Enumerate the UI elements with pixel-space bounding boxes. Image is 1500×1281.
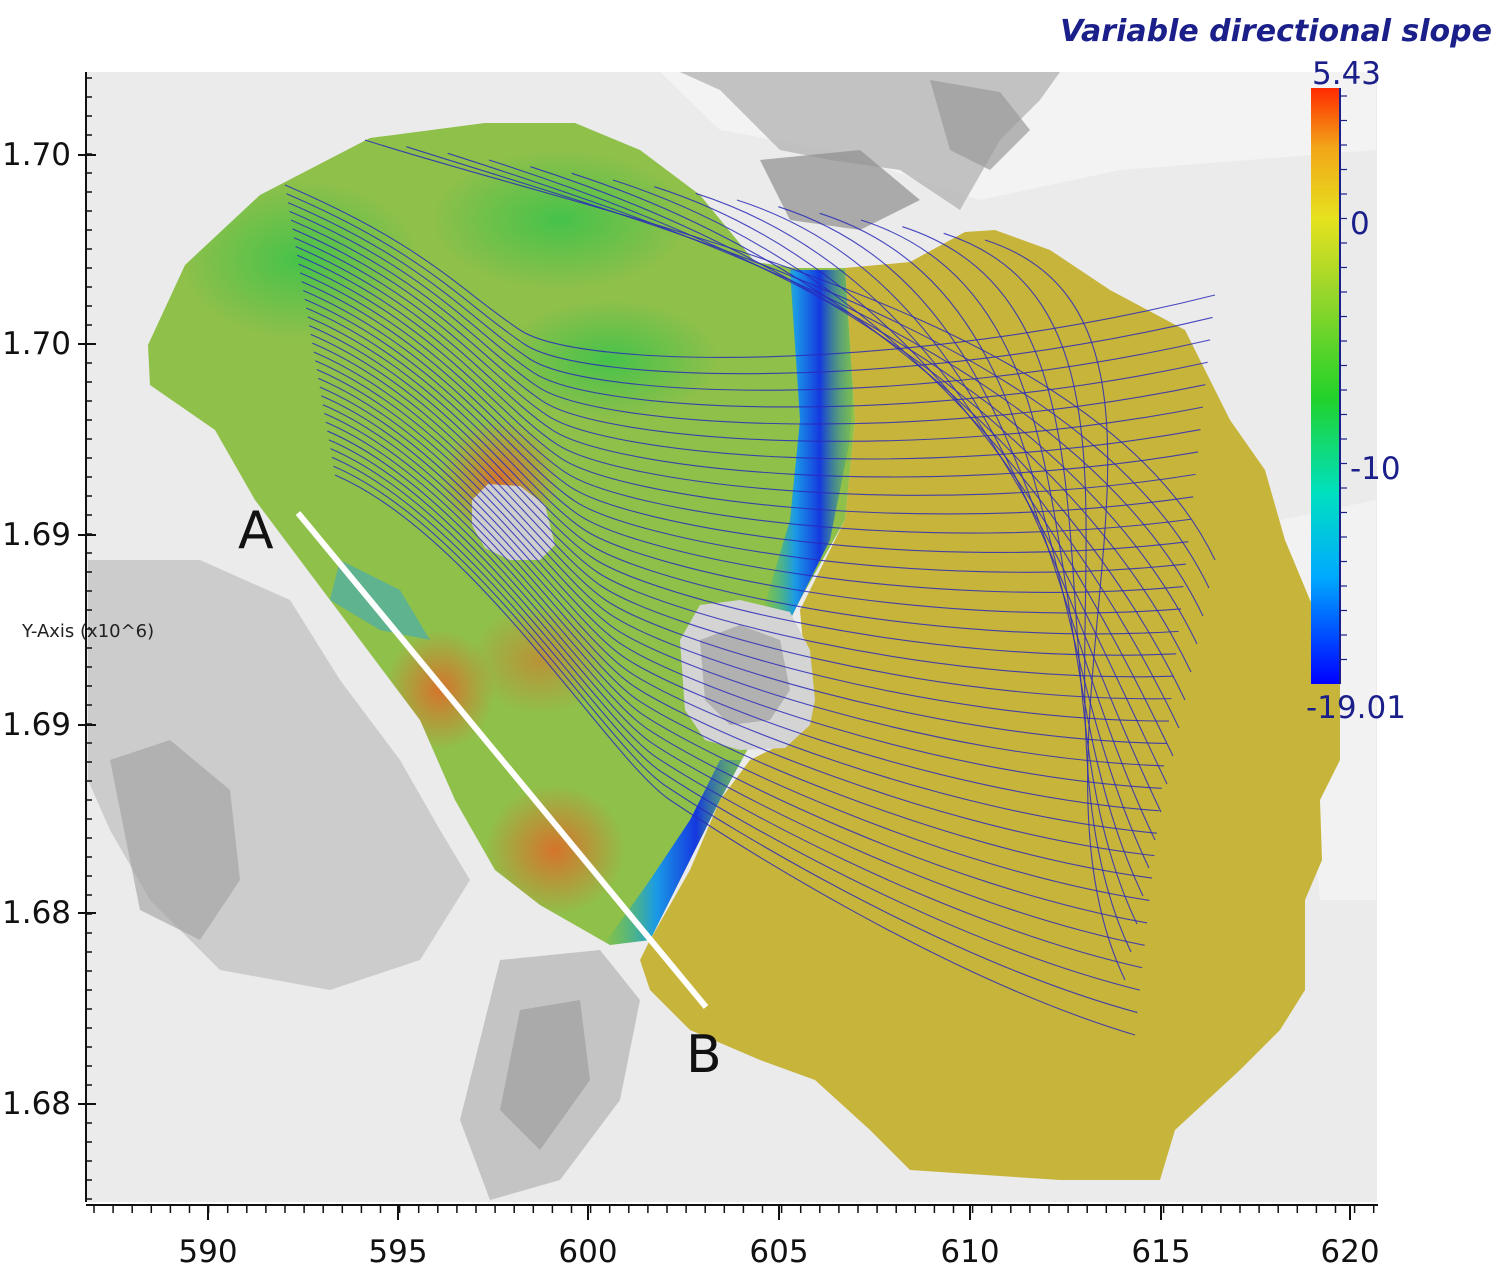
profile-line xyxy=(295,511,709,1009)
flowline xyxy=(695,192,1168,785)
profile-end-label: B xyxy=(686,1025,722,1085)
flowline xyxy=(654,186,1174,757)
x-tick-label: 610 xyxy=(940,1234,999,1270)
flowline xyxy=(328,439,1145,946)
y-tick-label: 1.69 xyxy=(2,707,71,743)
colorbar-max-label: 5.43 xyxy=(1312,56,1381,92)
flowline xyxy=(325,421,1150,901)
flowline xyxy=(310,333,1174,678)
flowline xyxy=(902,226,1138,925)
flowline xyxy=(287,202,1211,391)
colorbar-min-label: -19.01 xyxy=(1306,690,1406,726)
flowline xyxy=(295,246,1199,478)
flowline xyxy=(304,298,1184,593)
flowline xyxy=(322,404,1155,857)
y-tick-label: 1.68 xyxy=(2,895,71,931)
flowline xyxy=(324,412,1153,879)
flowline xyxy=(286,193,1213,375)
y-tick-label: 1.69 xyxy=(2,517,71,553)
flowline xyxy=(312,342,1172,700)
flowline xyxy=(530,166,1192,673)
flowline xyxy=(330,448,1143,969)
plot-title: Variable directional slope xyxy=(1060,14,1492,49)
flowline xyxy=(406,146,1210,589)
y-axis: 1.70 1.70 1.69 1.69 1.68 1.68 xyxy=(2,72,96,1202)
x-tick-label: 605 xyxy=(749,1234,808,1270)
flowline xyxy=(819,212,1150,869)
flowline xyxy=(305,307,1182,614)
flowline xyxy=(299,272,1191,534)
flowline xyxy=(321,395,1157,834)
flowline xyxy=(293,237,1201,460)
y-tick-label: 1.68 xyxy=(2,1086,71,1122)
flowline xyxy=(307,316,1179,635)
flowline xyxy=(298,263,1194,515)
y-tick-label: 1.70 xyxy=(2,137,71,173)
flowline xyxy=(316,369,1165,767)
profile-start-label: A xyxy=(238,501,274,561)
flowline xyxy=(296,254,1196,496)
flowline xyxy=(860,219,1144,897)
x-tick-label: 600 xyxy=(558,1234,617,1270)
x-axis: 590 595 600 605 610 615 620 xyxy=(86,1204,1380,1270)
flowline xyxy=(736,199,1162,813)
flowline xyxy=(984,239,1126,981)
flowline xyxy=(327,430,1148,924)
flowline xyxy=(290,219,1206,425)
x-tick-label: 595 xyxy=(368,1234,427,1270)
flowline xyxy=(301,281,1189,554)
flowline xyxy=(313,351,1169,722)
x-tick-label: 590 xyxy=(178,1234,237,1270)
flowline xyxy=(778,206,1156,841)
flowline xyxy=(318,377,1162,789)
flowline xyxy=(333,465,1138,1014)
flowline xyxy=(319,386,1160,812)
x-tick-label: 615 xyxy=(1131,1234,1190,1270)
colorbar-tick-label: 0 xyxy=(1350,206,1370,242)
flowline xyxy=(292,228,1203,442)
y-tick-label: 1.70 xyxy=(2,326,71,362)
flowline xyxy=(331,456,1140,991)
ice-shelf-region xyxy=(640,230,1340,1180)
flowline xyxy=(943,232,1132,953)
flowlines xyxy=(284,139,1216,1036)
flowline xyxy=(612,179,1180,729)
flowline xyxy=(302,289,1186,573)
colorbar-gradient xyxy=(1311,88,1339,684)
flowline xyxy=(309,325,1177,656)
flowline xyxy=(315,360,1167,745)
flowline xyxy=(488,159,1198,645)
colorbar-tick-label: -10 xyxy=(1350,451,1401,487)
flowline xyxy=(447,152,1204,617)
y-axis-label: Y-Axis (x10^6) xyxy=(22,621,155,642)
flowline xyxy=(334,474,1136,1036)
x-tick-label: 620 xyxy=(1320,1234,1379,1270)
colorbar: 5.43 0 -10 -19.01 xyxy=(1306,56,1406,726)
